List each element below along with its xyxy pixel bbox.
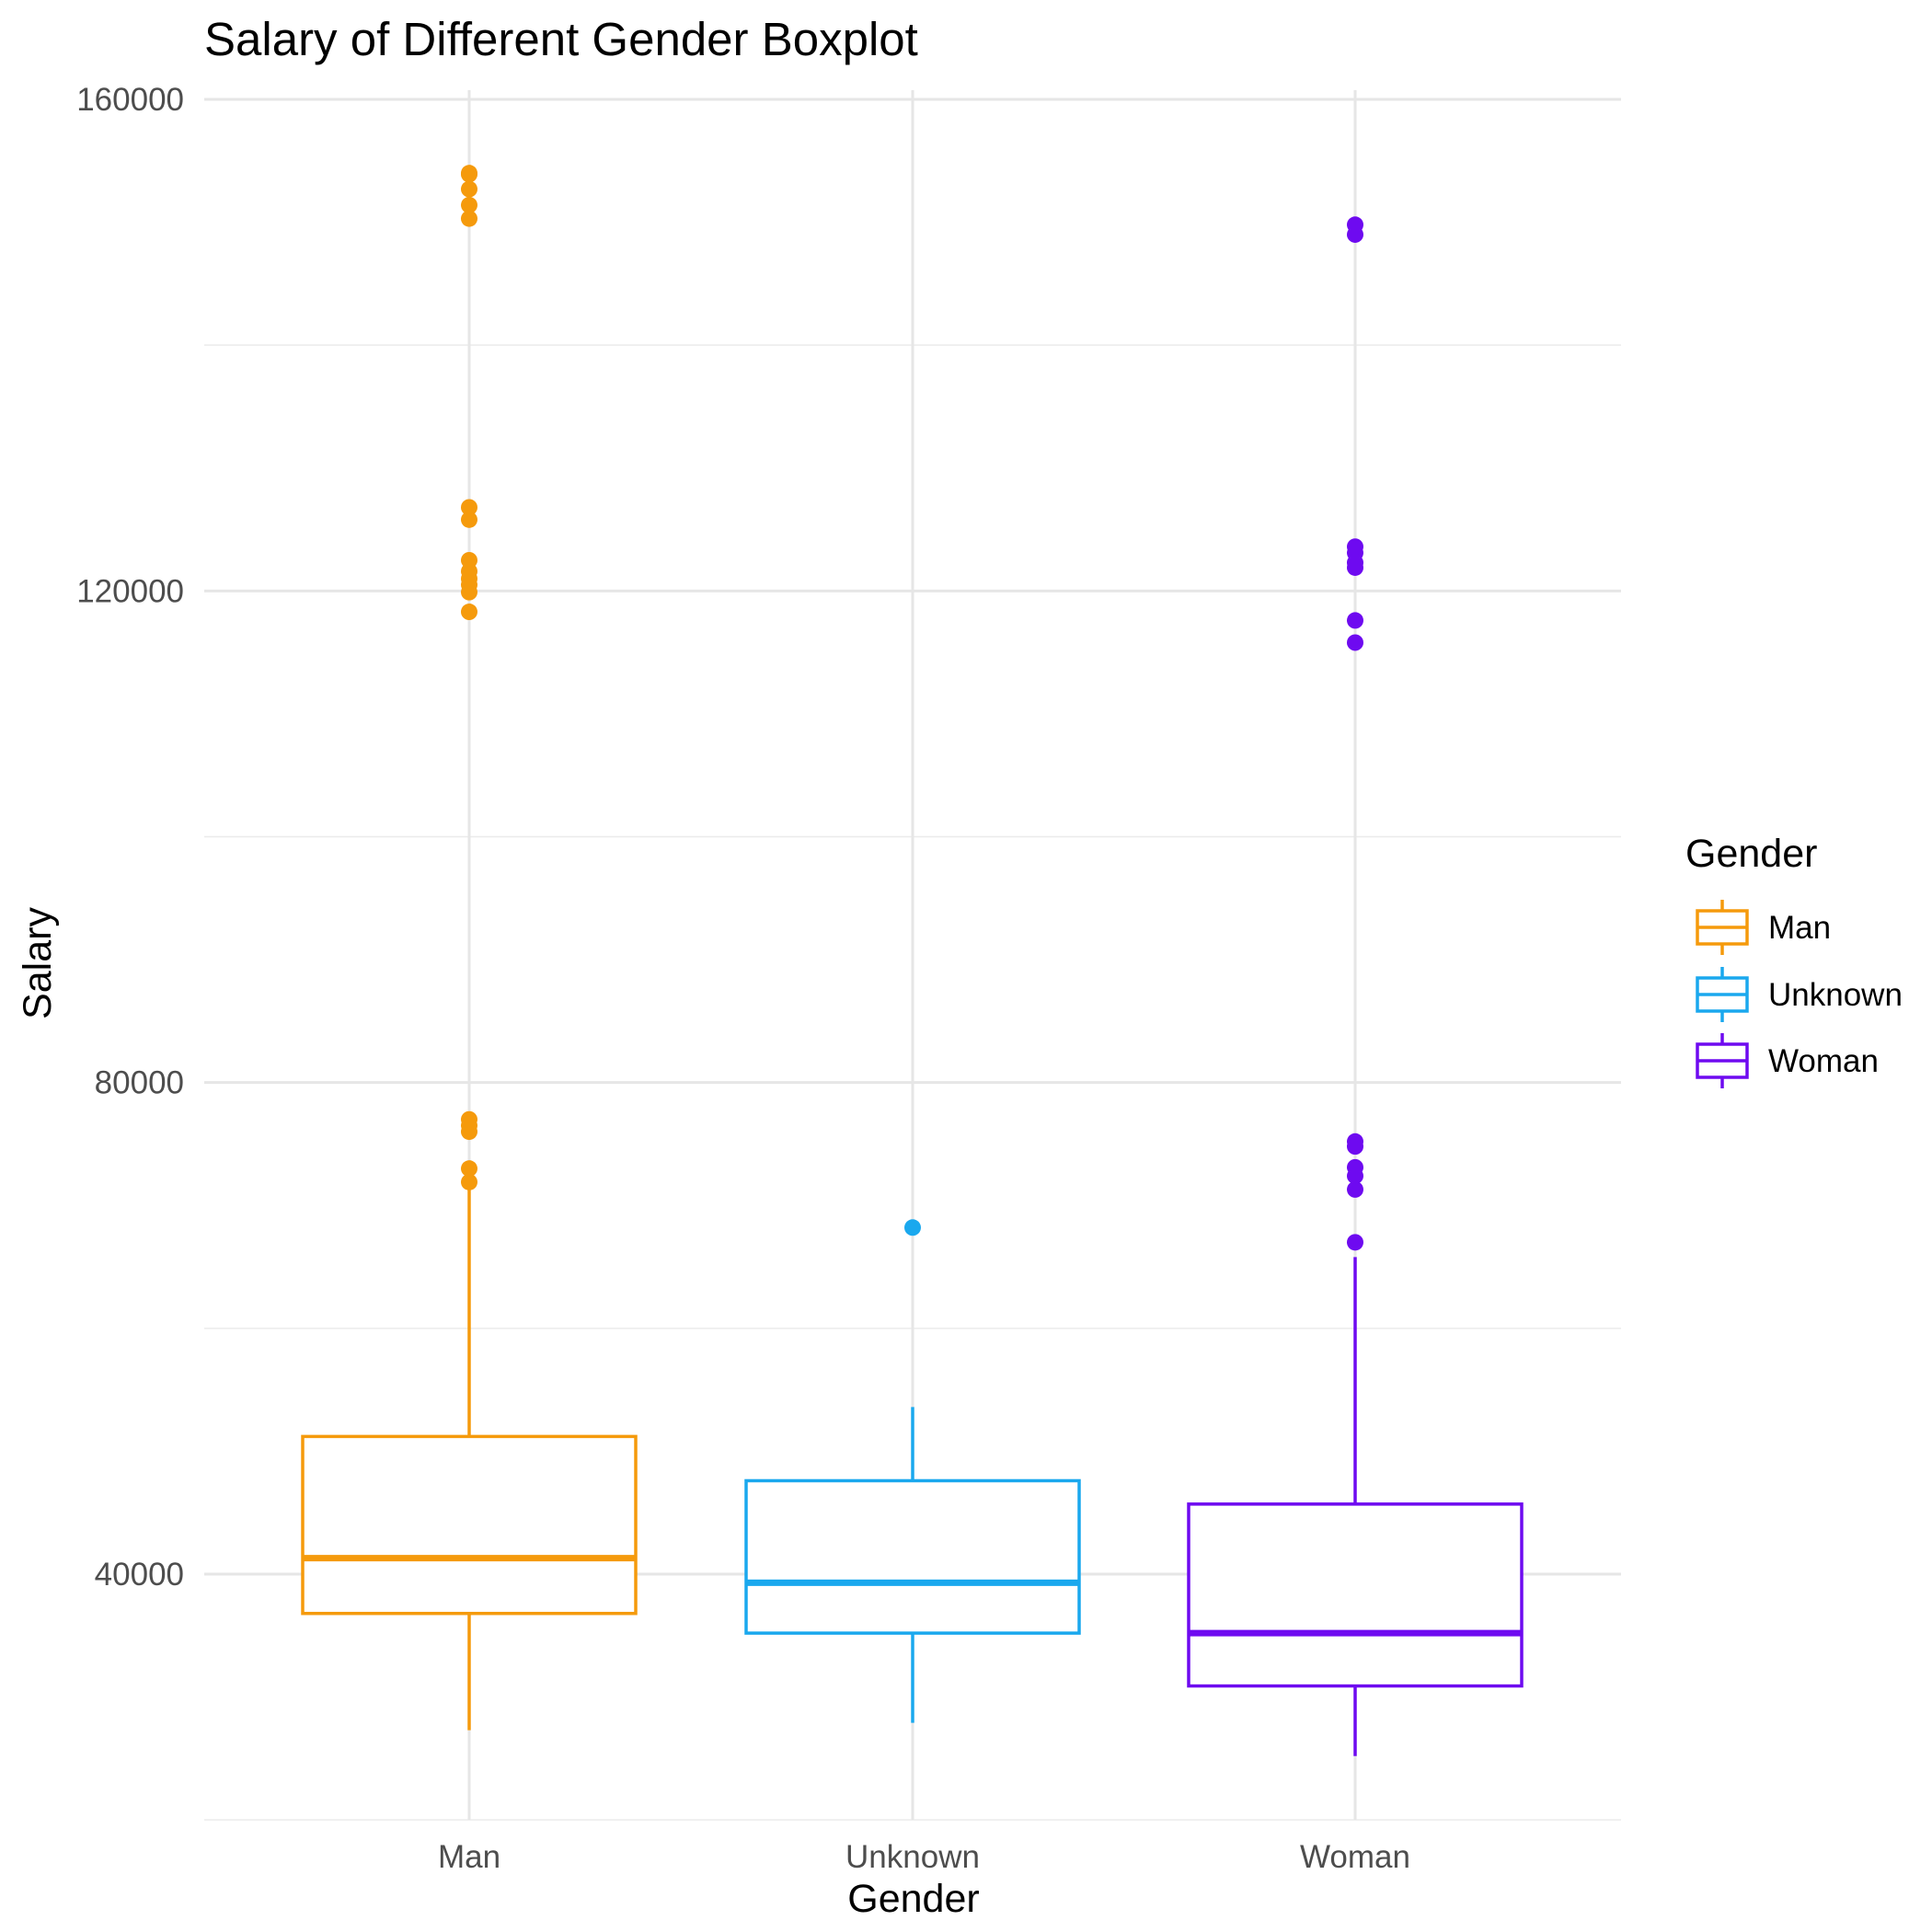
boxes	[301, 165, 1524, 1756]
box-unknown	[744, 1219, 1081, 1723]
x-axis-title: Gender	[847, 1877, 979, 1921]
outlier-point	[1347, 216, 1363, 234]
outlier-point	[461, 511, 477, 528]
outlier-point	[461, 165, 477, 182]
iqr-box	[744, 1478, 1081, 1635]
legend-title: Gender	[1685, 832, 1817, 876]
outlier-point	[461, 196, 477, 213]
legend: Gender Man Unknown Woman	[1685, 832, 1903, 1088]
outlier-point	[1347, 1133, 1363, 1150]
chart-title: Salary of Different Gender Boxplot	[204, 13, 918, 65]
legend-label: Unknown	[1768, 977, 1903, 1013]
legend-label: Woman	[1768, 1043, 1879, 1079]
legend-entries: Man Unknown Woman	[1696, 900, 1903, 1088]
x-tick-label: Unknown	[845, 1839, 980, 1875]
outlier-point	[461, 604, 477, 621]
outlier-point	[1347, 612, 1363, 629]
outlier-point	[461, 210, 477, 227]
iqr-box	[1187, 1502, 1524, 1688]
x-tick-label: Man	[438, 1839, 500, 1875]
legend-item-woman: Woman	[1696, 1033, 1879, 1088]
x-tick-label: Woman	[1300, 1839, 1410, 1875]
outlier-point	[461, 1173, 477, 1190]
outlier-point	[461, 180, 477, 198]
outlier-point	[461, 1160, 477, 1178]
iqr-box	[301, 1434, 638, 1616]
outlier-point	[1347, 538, 1363, 556]
outlier-point	[1347, 1180, 1363, 1198]
y-axis-title: Salary	[16, 907, 60, 1019]
outlier-point	[461, 1110, 477, 1128]
legend-label: Man	[1768, 910, 1831, 946]
box-woman	[1187, 216, 1524, 1756]
outlier-point	[461, 499, 477, 516]
box-man	[301, 165, 638, 1731]
outlier-point	[461, 551, 477, 569]
outlier-point	[1347, 634, 1363, 651]
outlier-point	[1347, 1158, 1363, 1176]
outlier-point	[904, 1219, 921, 1236]
outlier-point	[1347, 1234, 1363, 1251]
legend-item-man: Man	[1696, 900, 1831, 955]
y-tick-label: 120000	[76, 573, 184, 609]
tick-labels: 40000 80000 120000 160000 Man Unknown Woman	[76, 82, 1410, 1875]
y-tick-label: 160000	[76, 82, 184, 118]
legend-item-unknown: Unknown	[1696, 967, 1903, 1022]
y-tick-label: 80000	[95, 1065, 184, 1101]
y-tick-label: 40000	[95, 1557, 184, 1593]
